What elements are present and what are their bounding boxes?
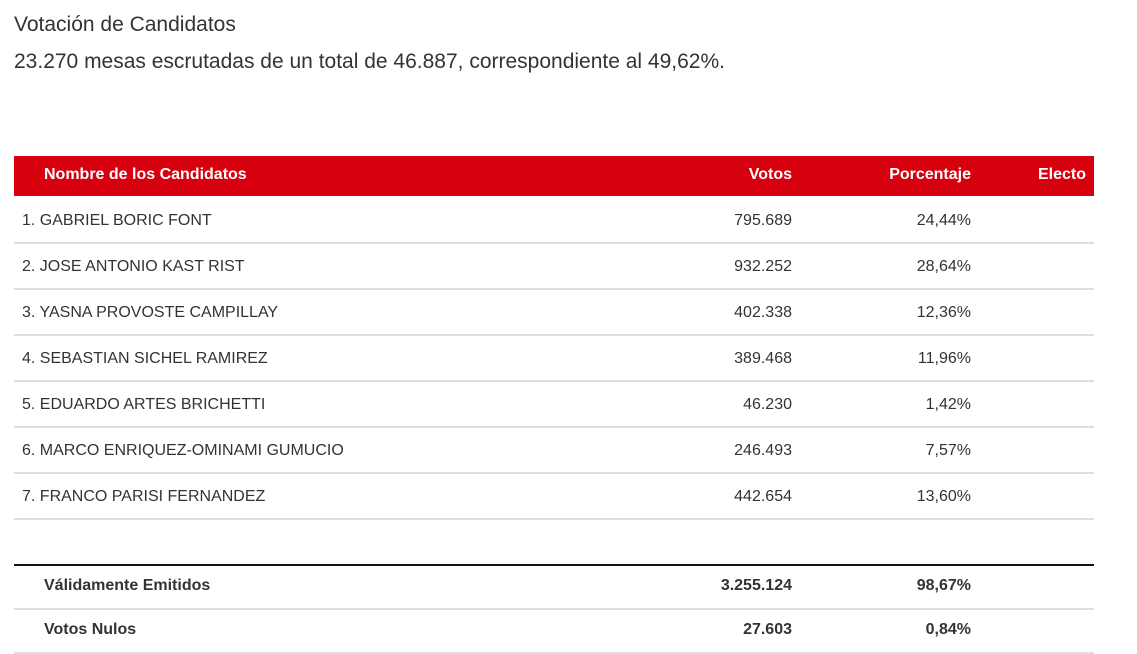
votes: 389.468	[734, 350, 792, 367]
percentage: 13,60%	[916, 488, 971, 505]
votes: 442.654	[734, 488, 792, 505]
table-row	[14, 336, 1094, 382]
percentage: 1,42%	[925, 396, 971, 413]
votes: 795.689	[734, 212, 792, 229]
column-header: Electo	[1037, 166, 1086, 183]
candidate-name: 4. SEBASTIAN SICHEL RAMIREZ	[22, 350, 268, 367]
percentage: 12,36%	[916, 304, 971, 321]
summary-label: Votos Nulos	[44, 621, 137, 638]
column-header: Porcentaje	[889, 166, 971, 183]
votes: 246.493	[734, 442, 792, 459]
votes: 932.252	[734, 258, 792, 275]
candidate-name: 3. YASNA PROVOSTE CAMPILLAY	[22, 304, 279, 321]
summary-row	[14, 566, 1094, 610]
subtitle: 23.270 mesas escrutadas de un total de 4…	[14, 50, 725, 73]
percentage: 11,96%	[917, 350, 971, 367]
candidate-name: 2. JOSE ANTONIO KAST RIST	[22, 258, 245, 275]
summary-divider	[14, 564, 1094, 566]
candidate-name: 6. MARCO ENRIQUEZ-OMINAMI GUMUCIO	[22, 442, 344, 459]
column-header: Nombre de los Candidatos	[44, 166, 247, 183]
votes: 46.230	[743, 396, 792, 413]
votes: 402.338	[734, 304, 792, 321]
percentage: 7,57%	[925, 442, 971, 459]
table-row	[14, 290, 1094, 336]
summary-votes: 27.603	[743, 621, 792, 638]
candidate-name: 5. EDUARDO ARTES BRICHETTI	[22, 396, 266, 413]
candidate-name: 1. GABRIEL BORIC FONT	[22, 212, 212, 229]
summary-percentage: 98,67%	[916, 577, 971, 594]
summary-votes: 3.255.124	[720, 577, 792, 594]
page: Votación de Candidatos 23.270 mesas escr…	[14, 13, 1094, 654]
table-header	[14, 156, 1094, 196]
summary-label: Válidamente Emitidos	[44, 577, 211, 594]
table-row	[14, 474, 1094, 520]
table-row	[14, 198, 1094, 244]
column-header: Votos	[748, 166, 792, 183]
table-row	[14, 428, 1094, 474]
percentage: 24,44%	[916, 212, 971, 229]
table-row	[14, 382, 1094, 428]
candidate-name: 7. FRANCO PARISI FERNANDEZ	[22, 488, 266, 505]
title: Votación de Candidatos	[14, 13, 236, 36]
percentage: 28,64%	[916, 258, 971, 275]
table-row	[14, 244, 1094, 290]
summary-percentage: 0,84%	[925, 621, 971, 638]
